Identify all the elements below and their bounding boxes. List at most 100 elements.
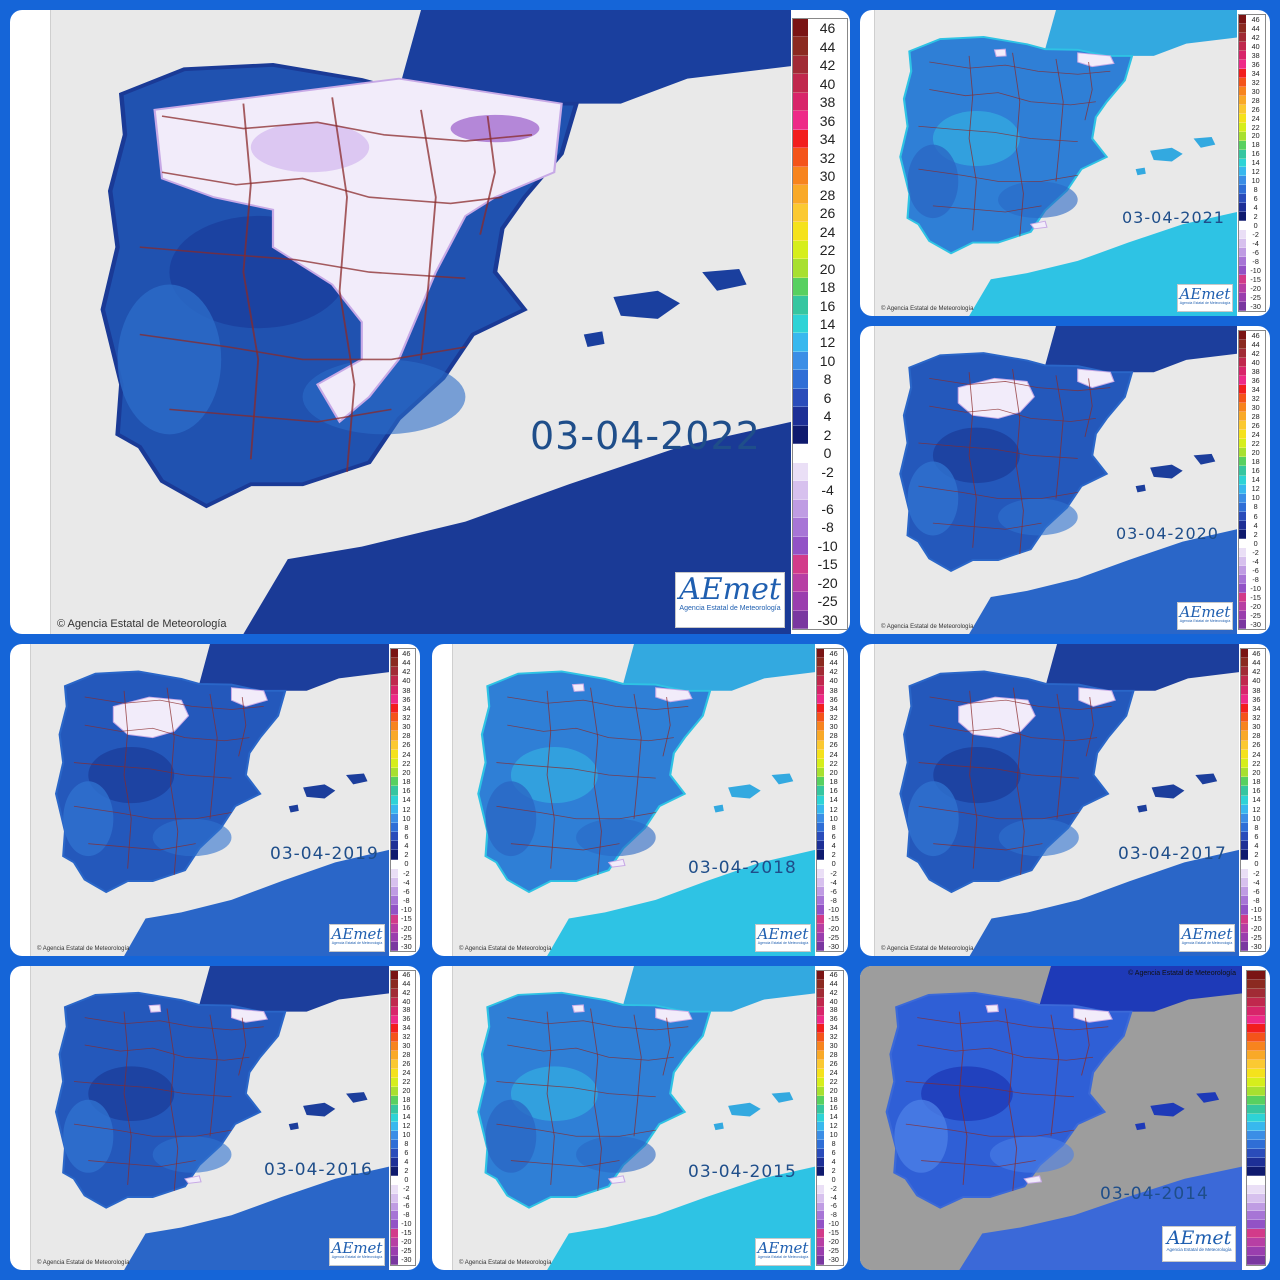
aemet-logo: AEmet Agencia Estatal de Meteorología xyxy=(329,1238,385,1266)
legend-swatch xyxy=(1239,275,1247,285)
province-border xyxy=(507,1017,689,1031)
map-panel-2015: © Agencia Estatal de Meteorología AEmet … xyxy=(432,966,848,1270)
legend-label: 8 xyxy=(1254,822,1259,832)
map-frame: © Agencia Estatal de Meteorología AEmet … xyxy=(874,326,1237,634)
legend-swatch xyxy=(1241,786,1248,796)
legend-entry: 14 xyxy=(1239,158,1265,168)
legend-swatch xyxy=(1241,777,1248,787)
legend-swatch xyxy=(1247,1024,1265,1034)
legend-label: 32 xyxy=(829,712,838,722)
legend-label: 2 xyxy=(1254,850,1259,860)
legend-swatch xyxy=(1239,439,1247,449)
legend-swatch xyxy=(793,314,809,334)
legend-entry: 10 xyxy=(1241,813,1265,823)
legend-label: -10 xyxy=(817,537,838,554)
legend-entry: 14 xyxy=(1239,475,1265,485)
legend-swatch xyxy=(391,1104,398,1114)
legend-swatch xyxy=(793,333,809,352)
legend-entry: 2 xyxy=(391,850,415,860)
legend-swatch xyxy=(1239,601,1247,611)
legend-swatch xyxy=(817,685,825,695)
legend-entry: -8 xyxy=(817,1211,843,1221)
date-label: 03-04-2019 xyxy=(270,844,379,864)
legend-entry: 14 xyxy=(817,795,843,805)
legend-entry: 20 xyxy=(817,1086,843,1096)
legend-entry: 46 xyxy=(1239,330,1265,341)
legend-label: -10 xyxy=(1251,905,1262,915)
sub-zero-zone xyxy=(230,1008,269,1023)
legend-swatch xyxy=(391,1166,398,1176)
legend-label: -30 xyxy=(1251,941,1262,951)
legend-label: 26 xyxy=(1252,740,1261,750)
legend-entry: 42 xyxy=(391,988,415,998)
legend-label: 40 xyxy=(402,997,411,1006)
legend-swatch xyxy=(817,1077,825,1087)
province-border xyxy=(958,1011,968,1185)
temperature-zone-mild xyxy=(117,284,222,435)
legend-swatch xyxy=(817,896,825,906)
iberia-temperature-map xyxy=(875,326,1237,634)
legend-entry: 10 xyxy=(391,1131,415,1141)
france-land xyxy=(398,10,791,104)
legend-swatch xyxy=(1239,376,1247,386)
province-border xyxy=(496,762,656,779)
legend-entry: 18 xyxy=(817,777,843,787)
legend-entry xyxy=(1247,1024,1265,1034)
province-border xyxy=(84,1044,250,1061)
legend-entry: 46 xyxy=(1241,649,1265,659)
legend-label: -6 xyxy=(830,886,837,896)
france-land xyxy=(199,644,389,691)
legend-entry: -2 xyxy=(793,462,847,482)
province-border xyxy=(662,1017,671,1076)
aemet-logo-word: AEmet xyxy=(757,1239,809,1257)
legend-entry: 28 xyxy=(391,1051,415,1061)
legend-label: -4 xyxy=(1252,556,1259,566)
legend-entry: 10 xyxy=(793,351,847,371)
legend-entry xyxy=(1247,1211,1265,1221)
copyright-text: © Agencia Estatal de Meteorología xyxy=(1128,970,1236,977)
legend-label: 14 xyxy=(829,1113,838,1122)
legend-swatch xyxy=(391,694,398,704)
legend-entry: 6 xyxy=(391,1148,415,1159)
legend-label: 8 xyxy=(831,822,836,832)
legend-entry: -20 xyxy=(1239,601,1265,611)
legend-entry: 34 xyxy=(391,703,415,714)
legend-swatch xyxy=(817,832,825,842)
legend-swatch xyxy=(1241,905,1248,915)
legend-label: 46 xyxy=(402,648,411,658)
legend-swatch xyxy=(1239,248,1247,258)
legend-entry: -2 xyxy=(817,1184,843,1194)
legend-swatch xyxy=(817,1158,825,1167)
legend-entry: 30 xyxy=(391,722,415,732)
legend-entry: 32 xyxy=(391,713,415,723)
legend-entry: -4 xyxy=(793,481,847,500)
legend-swatch xyxy=(817,713,825,723)
legend-swatch xyxy=(1239,221,1247,231)
legend-entry: 4 xyxy=(391,841,415,851)
legend-swatch xyxy=(817,795,825,805)
legend-label: -4 xyxy=(403,1193,410,1202)
legend-entry: 38 xyxy=(1241,685,1265,695)
legend-label: 14 xyxy=(1251,158,1260,168)
legend-entry: 44 xyxy=(391,979,415,989)
legend-entry: 40 xyxy=(817,676,843,686)
aemet-logo: AEmet Agencia Estatal de Meteorología xyxy=(755,1238,811,1266)
legend-entry: 8 xyxy=(391,1140,415,1150)
legend-swatch xyxy=(1239,113,1247,123)
legend-label: 46 xyxy=(1251,330,1260,340)
legend-swatch xyxy=(817,1095,825,1105)
legend-label: -20 xyxy=(401,1238,412,1247)
legend-entry xyxy=(1247,1247,1265,1256)
legend-swatch xyxy=(1241,722,1248,732)
legend-label: -15 xyxy=(1251,914,1262,924)
legend-swatch xyxy=(1239,293,1247,302)
legend-label: 6 xyxy=(404,1148,409,1157)
legend-label: -10 xyxy=(828,905,839,915)
legend-entry: -8 xyxy=(793,518,847,537)
legend-swatch xyxy=(1239,41,1247,51)
legend-entry: 26 xyxy=(817,740,843,750)
legend-label: 42 xyxy=(1252,667,1261,677)
legend-label: 34 xyxy=(1251,68,1260,78)
legend-swatch xyxy=(1247,988,1265,998)
legend-entry: 28 xyxy=(817,731,843,741)
